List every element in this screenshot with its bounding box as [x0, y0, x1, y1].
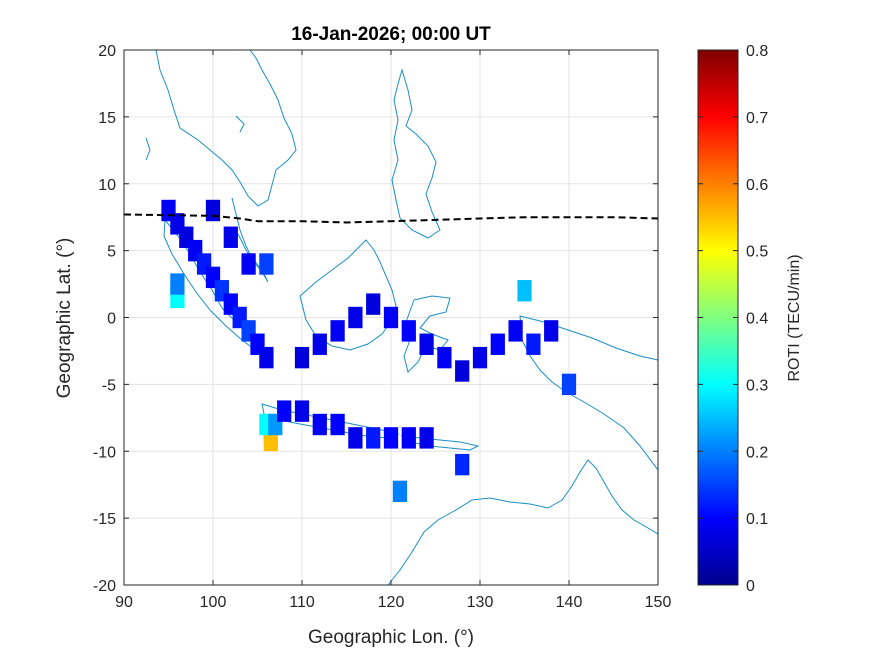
roti-cell	[366, 293, 381, 315]
coastline-taiwan-hainan	[145, 115, 245, 161]
roti-cell	[259, 253, 274, 275]
x-tick-label: 110	[289, 594, 315, 611]
colorbar	[697, 49, 739, 586]
roti-cell	[455, 360, 470, 382]
coastline-philippines	[391, 68, 441, 239]
magnetic-equator-line	[124, 213, 658, 224]
roti-cell	[517, 280, 532, 302]
colorbar-tick-label: 0.5	[746, 244, 768, 261]
x-axis-ticks: 90 100 110 120 130 140 150	[115, 50, 671, 611]
roti-cell	[383, 427, 399, 449]
roti-cell	[312, 413, 327, 436]
y-tick-label: 0	[107, 311, 116, 328]
x-tick-label: 100	[200, 594, 227, 611]
x-tick-label: 150	[645, 594, 672, 611]
roti-cell	[544, 320, 559, 342]
y-axis-label: Geographic Lat. (°)	[54, 238, 75, 399]
roti-cells	[161, 199, 577, 503]
roti-cell	[348, 306, 363, 329]
colorbar-tick-label: 0	[746, 578, 755, 595]
roti-cell	[263, 429, 278, 452]
y-tick-label: 10	[98, 177, 116, 194]
roti-cell	[259, 346, 274, 369]
colorbar-ticks: 0 0.1 0.2 0.3 0.4 0.5 0.6 0.7 0.8	[698, 43, 768, 595]
coastline-sulawesi	[403, 295, 451, 373]
roti-cell	[223, 226, 238, 248]
x-tick-label: 90	[115, 594, 133, 611]
roti-cell	[472, 346, 488, 369]
roti-cell	[401, 320, 416, 342]
roti-cell	[241, 253, 256, 275]
y-tick-label: 15	[98, 110, 116, 127]
colorbar-tick-label: 0.7	[746, 110, 768, 127]
y-tick-label: 20	[98, 43, 116, 60]
colorbar-tick-label: 0.6	[746, 177, 768, 194]
coastline-borneo	[299, 239, 397, 351]
roti-cell	[330, 320, 345, 342]
roti-cell	[490, 333, 505, 355]
roti-cell	[330, 413, 345, 436]
roti-cell	[277, 400, 292, 422]
roti-cell	[455, 453, 470, 476]
roti-cell	[170, 273, 185, 295]
colorbar-tick-label: 0.2	[746, 444, 768, 461]
roti-cell	[392, 480, 408, 503]
roti-cell	[312, 333, 327, 355]
coastline-indochina	[155, 50, 297, 207]
roti-cell	[561, 373, 577, 396]
x-tick-label: 120	[378, 594, 405, 611]
colorbar-label: ROTI (TECU/min)	[786, 254, 803, 381]
roti-cell	[419, 333, 434, 355]
roti-cell	[366, 427, 381, 449]
y-tick-label: 5	[107, 244, 116, 261]
roti-cell	[294, 346, 310, 369]
roti-cell	[401, 427, 416, 449]
roti-cell	[348, 427, 363, 449]
roti-cell	[419, 427, 434, 449]
roti-cell	[205, 199, 221, 222]
roti-cell	[437, 346, 452, 369]
roti-cell	[383, 306, 399, 329]
colorbar-tick-label: 0.3	[746, 377, 768, 394]
x-tick-label: 130	[467, 594, 494, 611]
colorbar-tick-label: 0.1	[746, 511, 768, 528]
y-tick-label: -20	[93, 578, 116, 595]
y-axis-ticks: -20 -15 -10 -5 0 5 10 15 20	[93, 43, 658, 595]
chart-title: 16-Jan-2026; 00:00 UT	[291, 24, 491, 45]
colorbar-tick-label: 0.8	[746, 43, 768, 60]
coastline-australia	[387, 459, 658, 585]
coastline-new-guinea	[519, 315, 658, 471]
x-axis-label: Geographic Lon. (°)	[308, 627, 474, 648]
y-tick-label: -15	[93, 511, 116, 528]
colorbar-tick-label: 0.4	[746, 311, 768, 328]
y-tick-label: -10	[93, 444, 116, 461]
y-tick-label: -5	[102, 377, 116, 394]
roti-cell	[294, 400, 310, 422]
roti-cell	[508, 320, 523, 342]
roti-cell	[526, 333, 541, 355]
x-tick-label: 140	[556, 594, 583, 611]
